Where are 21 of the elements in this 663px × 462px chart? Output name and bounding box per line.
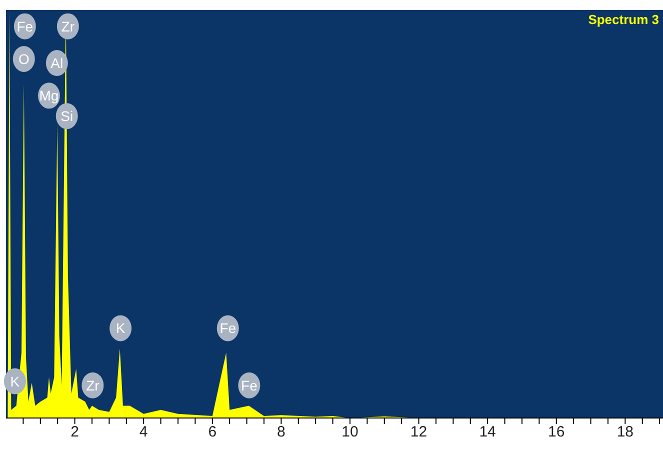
x-tick-label: 6 (208, 424, 217, 441)
x-tick-label: 18 (616, 424, 634, 441)
annotation: Fe (241, 377, 258, 394)
x-tick-label: 4 (139, 424, 148, 441)
annotation: K (10, 373, 20, 390)
annotation: Si (60, 108, 74, 124)
x-tick-label: 2 (70, 424, 79, 441)
x-tick-label: 10 (342, 424, 358, 441)
annotation: Zr (61, 18, 75, 34)
x-tick-label: 16 (548, 424, 565, 441)
x-tick-label: 12 (410, 424, 428, 441)
annotation: Fe (220, 320, 236, 336)
annotation: Al (50, 55, 64, 72)
annotation: Mg (39, 88, 59, 104)
x-tick-label: 14 (479, 424, 496, 441)
x-tick-label: 8 (277, 424, 286, 441)
annotation: Zr (86, 377, 100, 394)
annotation: O (18, 50, 30, 67)
annotation: K (116, 320, 126, 336)
annotation: Fe (16, 18, 34, 34)
annotation: Spectrum 3 (588, 12, 659, 27)
